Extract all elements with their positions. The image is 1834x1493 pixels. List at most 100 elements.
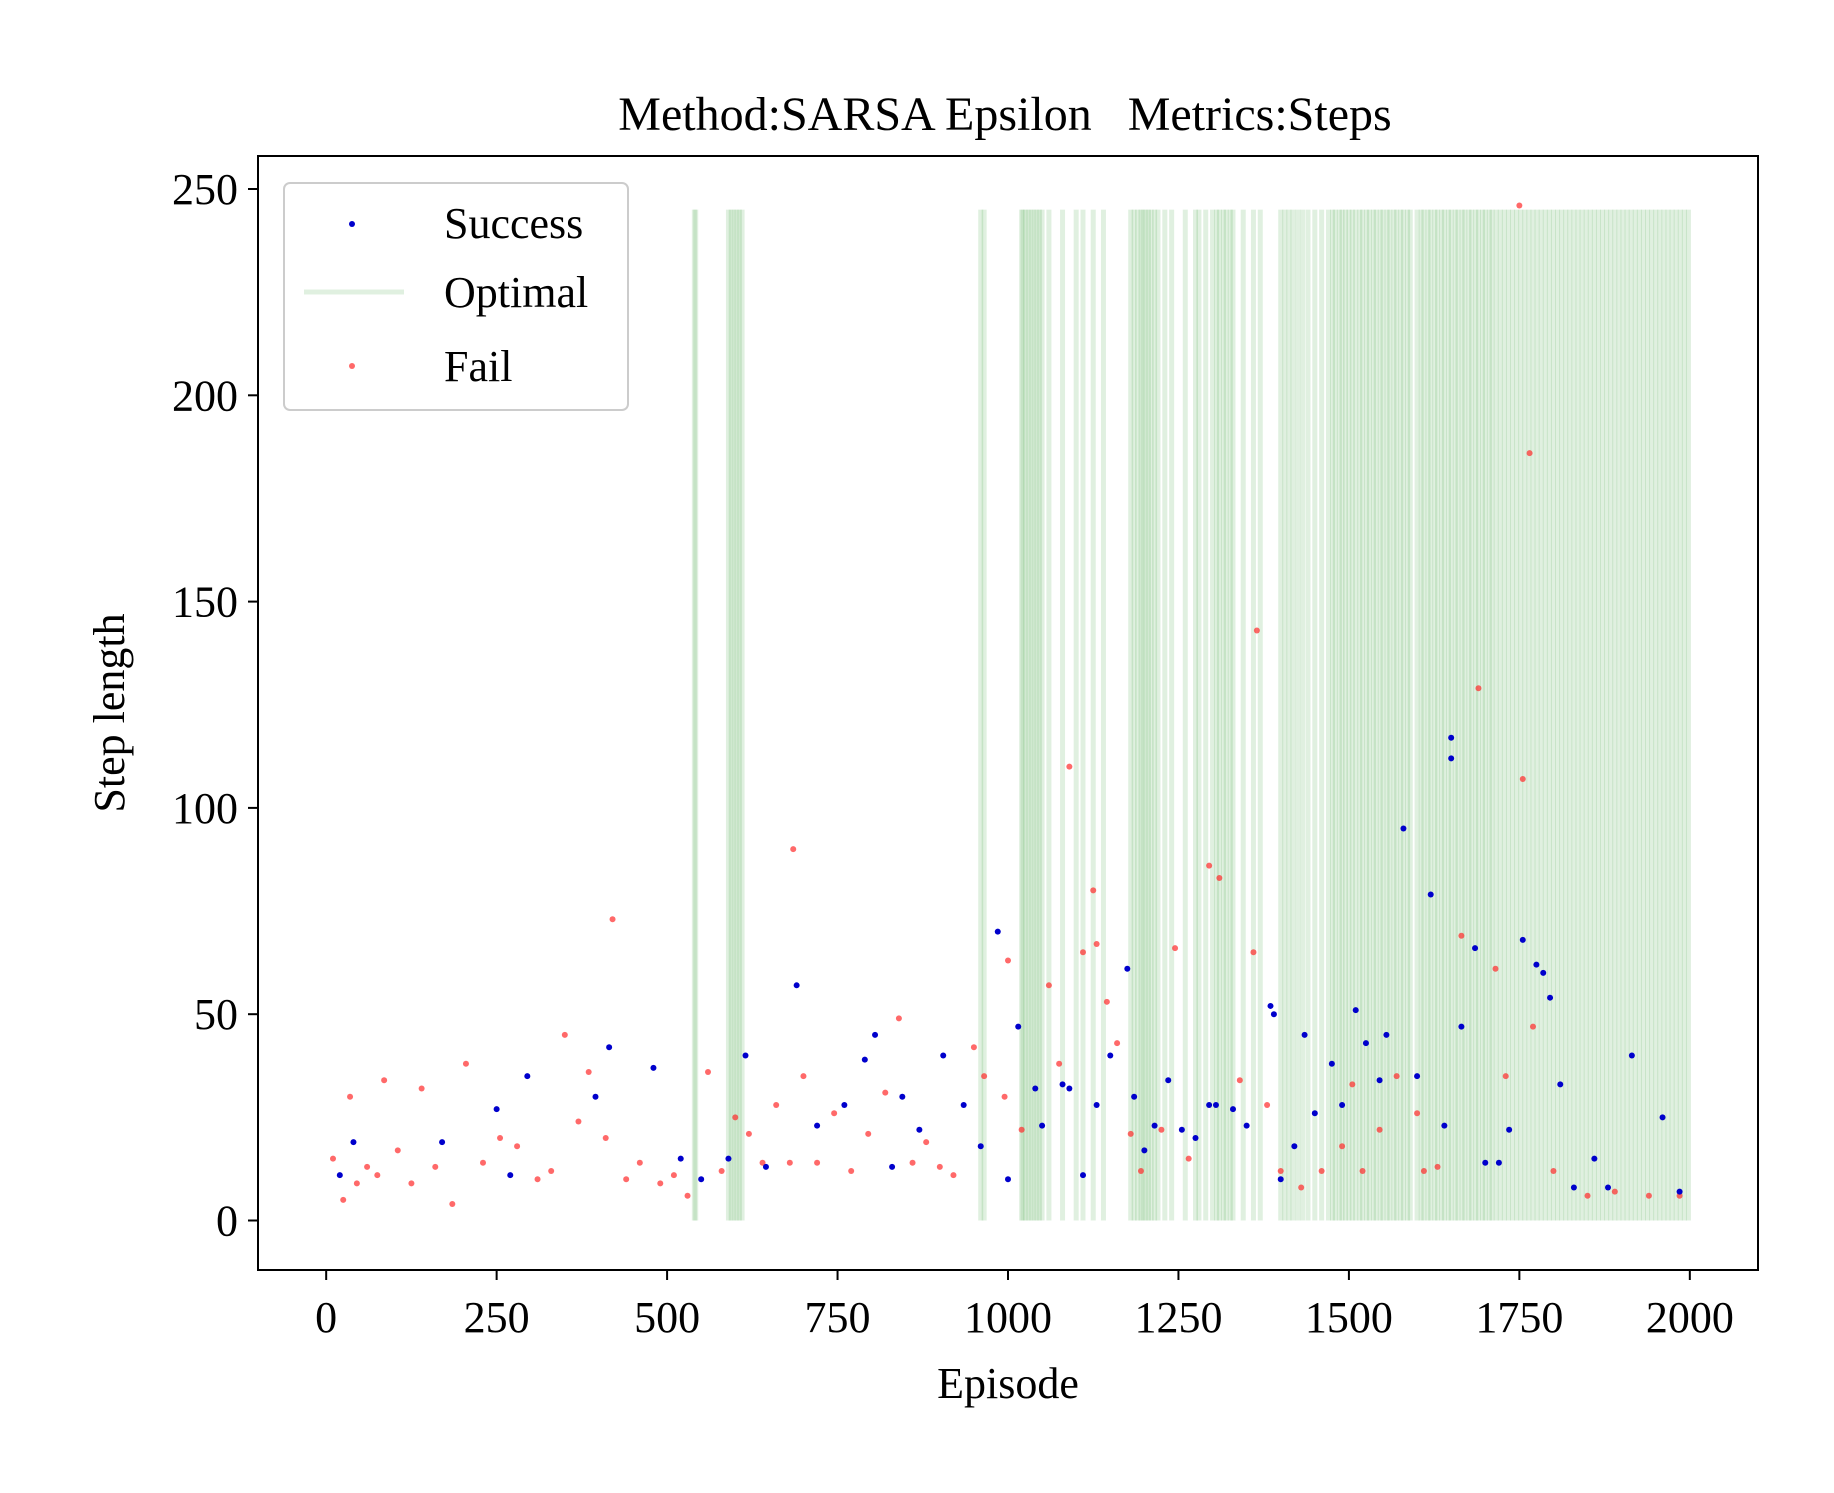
fail-point [1277,1167,1284,1174]
fail-point [575,1118,582,1125]
success-point [1277,1176,1284,1183]
success-point [889,1163,896,1170]
fail-point [418,1085,425,1092]
success-point [1376,1077,1383,1084]
success-point [1362,1040,1369,1047]
success-point [1206,1101,1213,1108]
fail-points [330,202,1683,1207]
fail-point [1475,685,1482,692]
fail-point [1526,450,1533,457]
fail-point [1359,1167,1366,1174]
fail-point [480,1159,486,1166]
fail-point [534,1176,541,1183]
success-point [439,1139,446,1146]
fail-point [800,1073,807,1080]
y-tick-label: 100 [172,784,238,833]
fail-point [1137,1167,1144,1174]
fail-point [970,1044,977,1051]
success-point [698,1176,705,1183]
success-point [1124,965,1131,972]
success-point [606,1044,613,1051]
fail-point [1611,1188,1618,1195]
fail-point [786,1159,793,1166]
x-tick-label: 1750 [1475,1293,1563,1342]
x-tick-label: 500 [634,1293,700,1342]
success-point [1557,1081,1564,1088]
fail-point [1158,1126,1165,1133]
success-point [793,982,800,989]
fail-point [1093,941,1100,948]
fail-point [381,1077,388,1084]
success-point [1015,1023,1022,1030]
fail-point [1206,862,1213,869]
success-point [1178,1126,1185,1133]
fail-point [1676,1192,1683,1199]
success-point [1495,1159,1502,1166]
fail-point [773,1101,780,1108]
fail-point [1056,1060,1063,1067]
fail-point [1250,949,1257,956]
y-tick-label: 250 [172,165,238,214]
x-tick-label: 250 [464,1293,530,1342]
fail-point [1502,1073,1509,1080]
fail-point [831,1110,838,1117]
success-point [1212,1101,1219,1108]
success-point [1591,1155,1598,1162]
fail-point [1516,202,1523,209]
fail-point [670,1172,677,1179]
fail-point [1236,1077,1243,1084]
fail-point [1420,1167,1427,1174]
y-tick-label: 150 [172,578,238,627]
success-point [1192,1134,1199,1141]
success-point [1230,1106,1236,1113]
success-point [1080,1172,1086,1179]
fail-point [561,1031,568,1038]
success-point [1291,1143,1298,1150]
fail-point [1103,998,1110,1005]
y-tick-label: 200 [172,371,238,420]
success-point [1131,1093,1138,1100]
success-point [940,1052,947,1059]
fail-point [609,916,616,923]
x-tick-label: 2000 [1646,1293,1734,1342]
fail-point [1114,1040,1121,1047]
fail-point [1172,945,1179,952]
success-point [1441,1122,1448,1129]
success-point [1676,1188,1683,1195]
success-point [1506,1126,1513,1133]
fail-point [602,1134,609,1141]
fail-point [909,1159,916,1166]
legend-fail-label: Fail [444,342,512,391]
success-point [524,1073,531,1080]
success-point [1458,1023,1465,1030]
fail-point [732,1114,739,1121]
fail-point [1066,763,1073,770]
legend-optimal-label: Optimal [444,268,588,317]
success-point [1032,1085,1039,1092]
fail-point [1253,627,1260,634]
success-point [1039,1122,1046,1129]
success-point [1107,1052,1114,1059]
fail-point [981,1073,988,1080]
fail-point [865,1130,872,1137]
success-point [650,1064,657,1071]
success-point [507,1172,514,1179]
success-point [493,1106,500,1113]
success-point [1243,1122,1250,1129]
success-points [336,734,1683,1195]
success-point [1448,755,1455,762]
success-point [1165,1077,1172,1084]
fail-point [462,1060,469,1067]
fail-point [1045,982,1052,989]
fail-point [1005,957,1011,964]
fail-point [1001,1093,1008,1100]
fail-point [745,1130,752,1137]
y-tick-label: 50 [194,990,238,1039]
legend-success-label: Success [444,199,583,248]
success-point [1540,969,1547,976]
fail-point [950,1172,957,1179]
fail-point [814,1159,821,1166]
y-axis: 0 50 100 150 200 250 [172,165,258,1245]
x-tick-label: 1500 [1305,1293,1393,1342]
success-point [350,1139,357,1146]
